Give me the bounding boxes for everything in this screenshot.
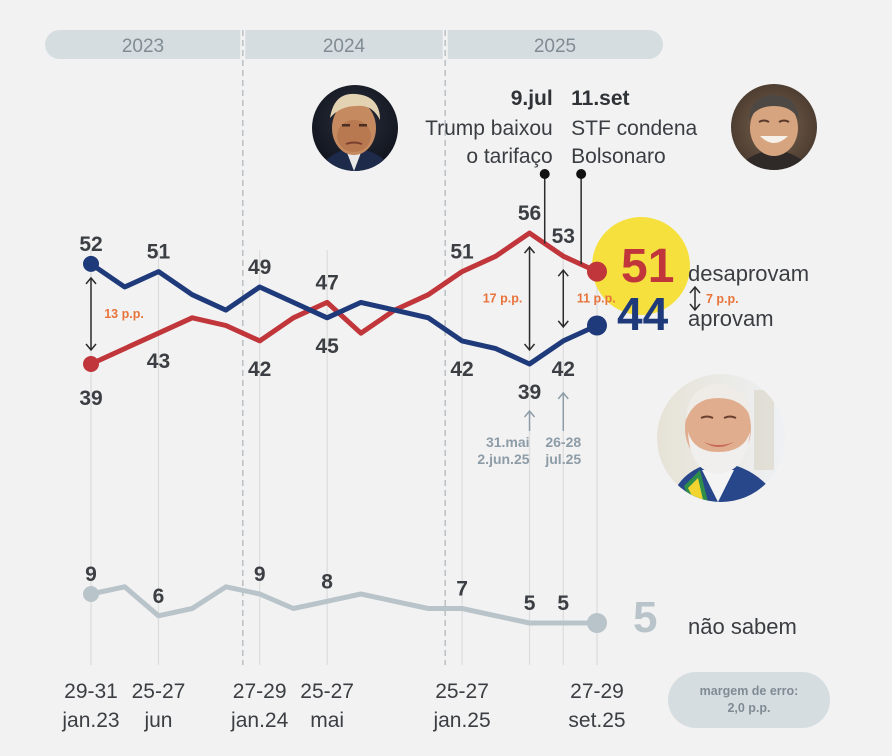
x-tick-label: 29-31 xyxy=(64,680,118,703)
x-tick-label: 25-27 xyxy=(132,680,186,703)
event-description: Trump baixou xyxy=(425,117,553,140)
event-description: Bolsonaro xyxy=(571,145,666,168)
data-label: 53 xyxy=(552,225,575,248)
series-line-aprovam xyxy=(88,261,600,367)
bolsonaro-photo xyxy=(731,84,817,170)
data-label: 5 xyxy=(557,592,569,615)
event-description: STF condena xyxy=(571,117,697,140)
data-label: 42 xyxy=(552,358,575,381)
gap-arrow xyxy=(557,269,569,329)
highlight-circle xyxy=(592,217,690,315)
gap-label: 17 p.p. xyxy=(483,292,523,306)
arrow-head-up-icon xyxy=(523,245,536,254)
trump-photo xyxy=(312,85,398,171)
data-label: 6 xyxy=(153,585,165,608)
margin-of-error-value: 2,0 p.p. xyxy=(727,701,770,715)
event-date: 11.set xyxy=(571,87,629,110)
x-tick-label: jun xyxy=(143,709,172,732)
data-label: 56 xyxy=(518,202,541,225)
x-tick-label: 27-29 xyxy=(233,680,287,703)
gap-arrow xyxy=(85,276,97,352)
arrow-up-icon xyxy=(557,391,569,400)
lula-photo xyxy=(657,374,785,502)
gap-label: 13 p.p. xyxy=(104,307,144,321)
year-label-2023: 2023 xyxy=(122,36,164,57)
survey-note: 31.mai xyxy=(486,434,530,450)
end-value-nao-sabem: 5 xyxy=(633,593,657,642)
x-tick-label: mai xyxy=(310,709,344,732)
series-start-dot xyxy=(83,255,99,272)
data-label: 43 xyxy=(147,350,170,373)
gap-arrow xyxy=(523,245,536,352)
event-dot xyxy=(539,169,550,179)
event-dot xyxy=(576,169,587,179)
series-start-dot xyxy=(83,356,99,372)
data-label: 8 xyxy=(321,570,333,593)
data-label: 49 xyxy=(248,256,271,279)
end-value-aprovam: 44 xyxy=(617,288,669,340)
end-value-desaprovam: 51 xyxy=(621,240,674,293)
series-line-nao-sabem xyxy=(88,584,600,626)
data-label: 9 xyxy=(254,563,266,586)
data-label: 47 xyxy=(315,271,338,294)
x-tick-label: jan.24 xyxy=(230,709,289,732)
series-end-dot xyxy=(587,261,607,282)
event-description: o tarifaço xyxy=(466,145,552,168)
arrow-head-up-icon xyxy=(689,285,701,294)
arrow-head-down-icon xyxy=(689,303,701,312)
year-bar: 2023 2024 2025 xyxy=(45,30,663,59)
data-label: 52 xyxy=(79,233,102,256)
data-label: 42 xyxy=(248,358,271,381)
survey-note: 26-28 xyxy=(545,434,581,450)
series-end-dot xyxy=(587,613,607,633)
data-label: 9 xyxy=(85,563,97,586)
margin-of-error-pill xyxy=(668,672,830,728)
margin-of-error-badge: margem de erro: 2,0 p.p. xyxy=(668,672,830,728)
data-label: 39 xyxy=(79,387,102,410)
x-tick-label: 25-27 xyxy=(435,680,489,703)
margin-of-error-label: margem de erro: xyxy=(700,684,799,698)
arrow-head-down-icon xyxy=(85,343,97,352)
data-label: 45 xyxy=(315,335,339,358)
data-label: 51 xyxy=(450,241,474,264)
x-tick-label: jan.23 xyxy=(61,709,119,732)
data-label: 7 xyxy=(456,578,468,601)
arrow-up-icon xyxy=(523,409,536,418)
legend-label-aprovam: aprovam xyxy=(688,306,774,331)
data-label: 5 xyxy=(524,592,536,615)
legend-label-desaprovam: desaprovam xyxy=(688,261,809,286)
series-line-desaprovam xyxy=(88,230,600,367)
gap-label: 11 p.p. xyxy=(577,292,616,306)
gap-arrow xyxy=(689,285,701,312)
data-label: 51 xyxy=(147,241,171,264)
series-group xyxy=(83,230,607,633)
arrow-head-down-icon xyxy=(523,343,536,352)
x-tick-label: set.25 xyxy=(568,709,625,732)
year-label-2024: 2024 xyxy=(323,36,366,57)
data-label: 42 xyxy=(450,358,473,381)
arrow-head-down-icon xyxy=(557,320,569,329)
series-end-dot xyxy=(587,315,607,336)
arrow-head-up-icon xyxy=(557,269,569,277)
survey-note: 2.jun.25 xyxy=(477,451,529,467)
x-tick-label: 27-29 xyxy=(570,680,624,703)
series-start-dot xyxy=(83,586,99,602)
survey-note: jul.25 xyxy=(544,451,581,467)
data-label: 39 xyxy=(518,381,541,404)
year-bar-pill xyxy=(45,30,663,59)
event-date: 9.jul xyxy=(511,87,553,110)
annotations-group xyxy=(85,169,701,431)
gap-label: 7 p.p. xyxy=(706,292,739,306)
year-label-2025: 2025 xyxy=(534,36,576,57)
x-tick-label: jan.25 xyxy=(432,709,490,732)
legend-label-nao-sabem: não sabem xyxy=(688,614,797,639)
arrow-head-up-icon xyxy=(85,276,97,285)
x-tick-label: 25-27 xyxy=(300,680,354,703)
